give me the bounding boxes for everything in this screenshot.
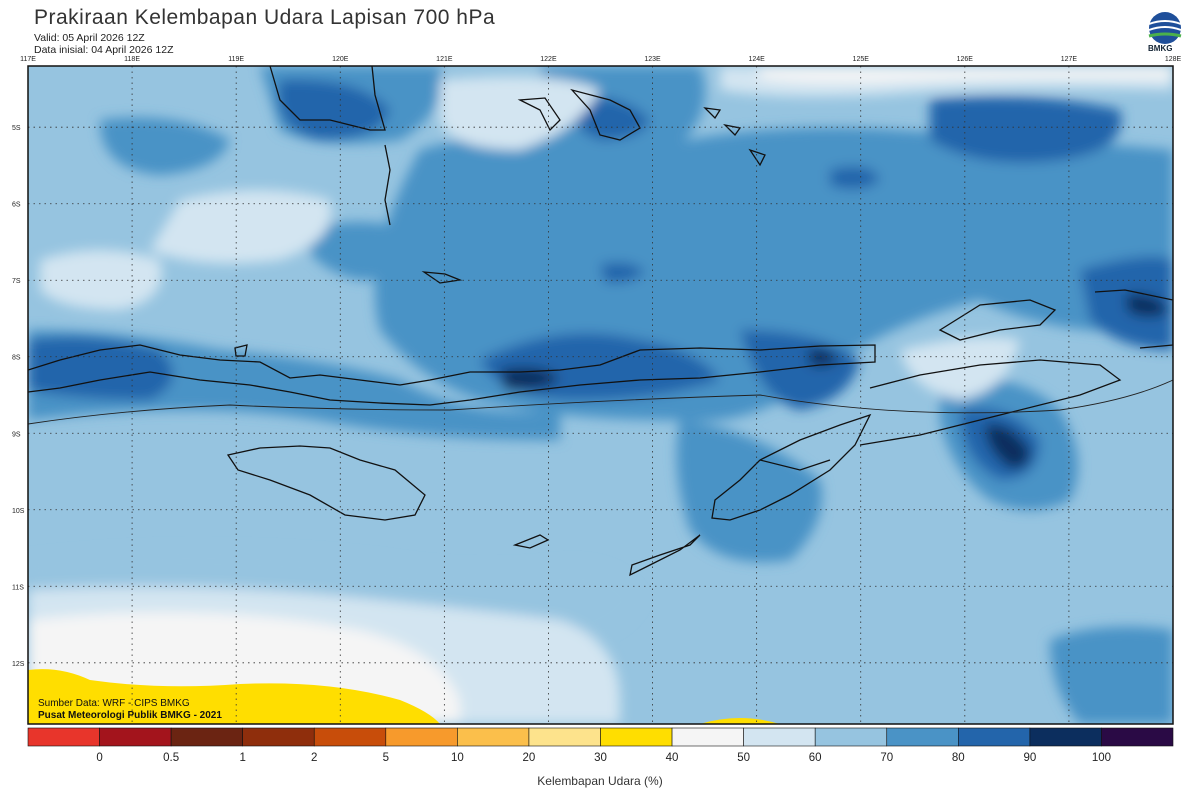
data-source-credit: Sumber Data: WRF - CIPS BMKG xyxy=(38,698,190,709)
lat-tick-label: 9S xyxy=(12,431,21,438)
colorbar-tick-label: 90 xyxy=(1023,752,1036,764)
map-title: Prakiraan Kelembapan Udara Lapisan 700 h… xyxy=(34,6,496,29)
lat-tick-label: 5S xyxy=(12,125,21,132)
lat-labels: 5S 6S 7S 8S 9S 10S 11S 12S xyxy=(12,125,25,668)
map-frame xyxy=(27,65,1174,725)
bmkg-globe-icon xyxy=(1148,12,1182,44)
boundary-line xyxy=(28,379,1173,425)
colorbar-swatch xyxy=(99,727,172,747)
humidity-field xyxy=(28,66,1173,724)
colorbar-swatch xyxy=(385,727,458,747)
lat-tick-label: 12S xyxy=(12,661,25,668)
colorbar-swatch xyxy=(170,727,243,747)
colorbar-tick-label: 30 xyxy=(594,752,607,764)
lat-tick-label: 10S xyxy=(12,508,25,515)
lon-labels: 117E 118E 119E 120E 121E 122E 123E 124E 125E 126E… xyxy=(20,56,1181,63)
lat-tick-label: 7S xyxy=(12,278,21,285)
lon-tick-label: 120E xyxy=(332,56,349,63)
colorbar-swatch xyxy=(958,727,1031,747)
colorbar: 0 0.5 1 2 5 10 20 30 40 50 60 70 80 90 100 xyxy=(27,727,1174,764)
colorbar-tick-label: 80 xyxy=(952,752,965,764)
colorbar-swatch xyxy=(27,727,100,747)
colorbar-tick-label: 10 xyxy=(451,752,464,764)
colorbar-title: Kelembapan Udara (%) xyxy=(537,774,663,788)
lon-tick-label: 122E xyxy=(540,56,557,63)
valid-time: Valid: 05 April 2026 12Z xyxy=(34,32,145,44)
colorbar-swatch xyxy=(814,727,888,747)
colorbar-tick-label: 60 xyxy=(809,752,822,764)
lon-tick-label: 121E xyxy=(436,56,453,63)
colorbar-tick-label: 70 xyxy=(880,752,893,764)
init-time: Data inisial: 04 April 2026 12Z xyxy=(34,44,174,56)
lon-tick-label: 126E xyxy=(957,56,974,63)
coastlines xyxy=(28,66,1173,577)
logo-label: BMKG xyxy=(1148,44,1173,53)
colorbar-tick-label: 0.5 xyxy=(163,752,179,764)
colorbar-swatch xyxy=(1101,727,1174,747)
colorbar-swatch xyxy=(242,727,315,747)
colorbar-swatch xyxy=(528,727,601,747)
colorbar-tick-label: 50 xyxy=(737,752,750,764)
lon-tick-label: 117E xyxy=(20,56,36,63)
colorbar-swatch xyxy=(600,727,673,747)
lat-tick-label: 8S xyxy=(12,355,21,362)
lon-tick-label: 125E xyxy=(853,56,870,63)
colorbar-swatch xyxy=(886,727,959,747)
colorbar-tick-label: 2 xyxy=(311,752,317,764)
colorbar-tick-label: 5 xyxy=(383,752,389,764)
colorbar-tick-label: 40 xyxy=(666,752,679,764)
lon-tick-label: 119E xyxy=(228,56,244,63)
colorbar-swatch xyxy=(743,727,816,747)
lon-tick-label: 127E xyxy=(1061,56,1078,63)
lon-tick-label: 128E xyxy=(1165,56,1182,63)
colorbar-tick-label: 0 xyxy=(96,752,102,764)
lat-tick-label: 6S xyxy=(12,202,21,209)
colorbar-tick-label: 100 xyxy=(1092,752,1111,764)
colorbar-swatch xyxy=(313,727,387,747)
lon-tick-label: 124E xyxy=(748,56,765,63)
lon-tick-label: 118E xyxy=(124,56,140,63)
organization-credit: Pusat Meteorologi Publik BMKG - 2021 xyxy=(38,710,222,721)
colorbar-swatch xyxy=(457,727,530,747)
colorbar-swatch xyxy=(1029,727,1102,747)
colorbar-tick-label: 1 xyxy=(239,752,245,764)
lon-tick-label: 123E xyxy=(644,56,661,63)
lat-tick-label: 11S xyxy=(12,584,24,591)
gridlines xyxy=(28,66,1173,724)
colorbar-tick-label: 20 xyxy=(523,752,536,764)
colorbar-swatch xyxy=(671,727,744,747)
